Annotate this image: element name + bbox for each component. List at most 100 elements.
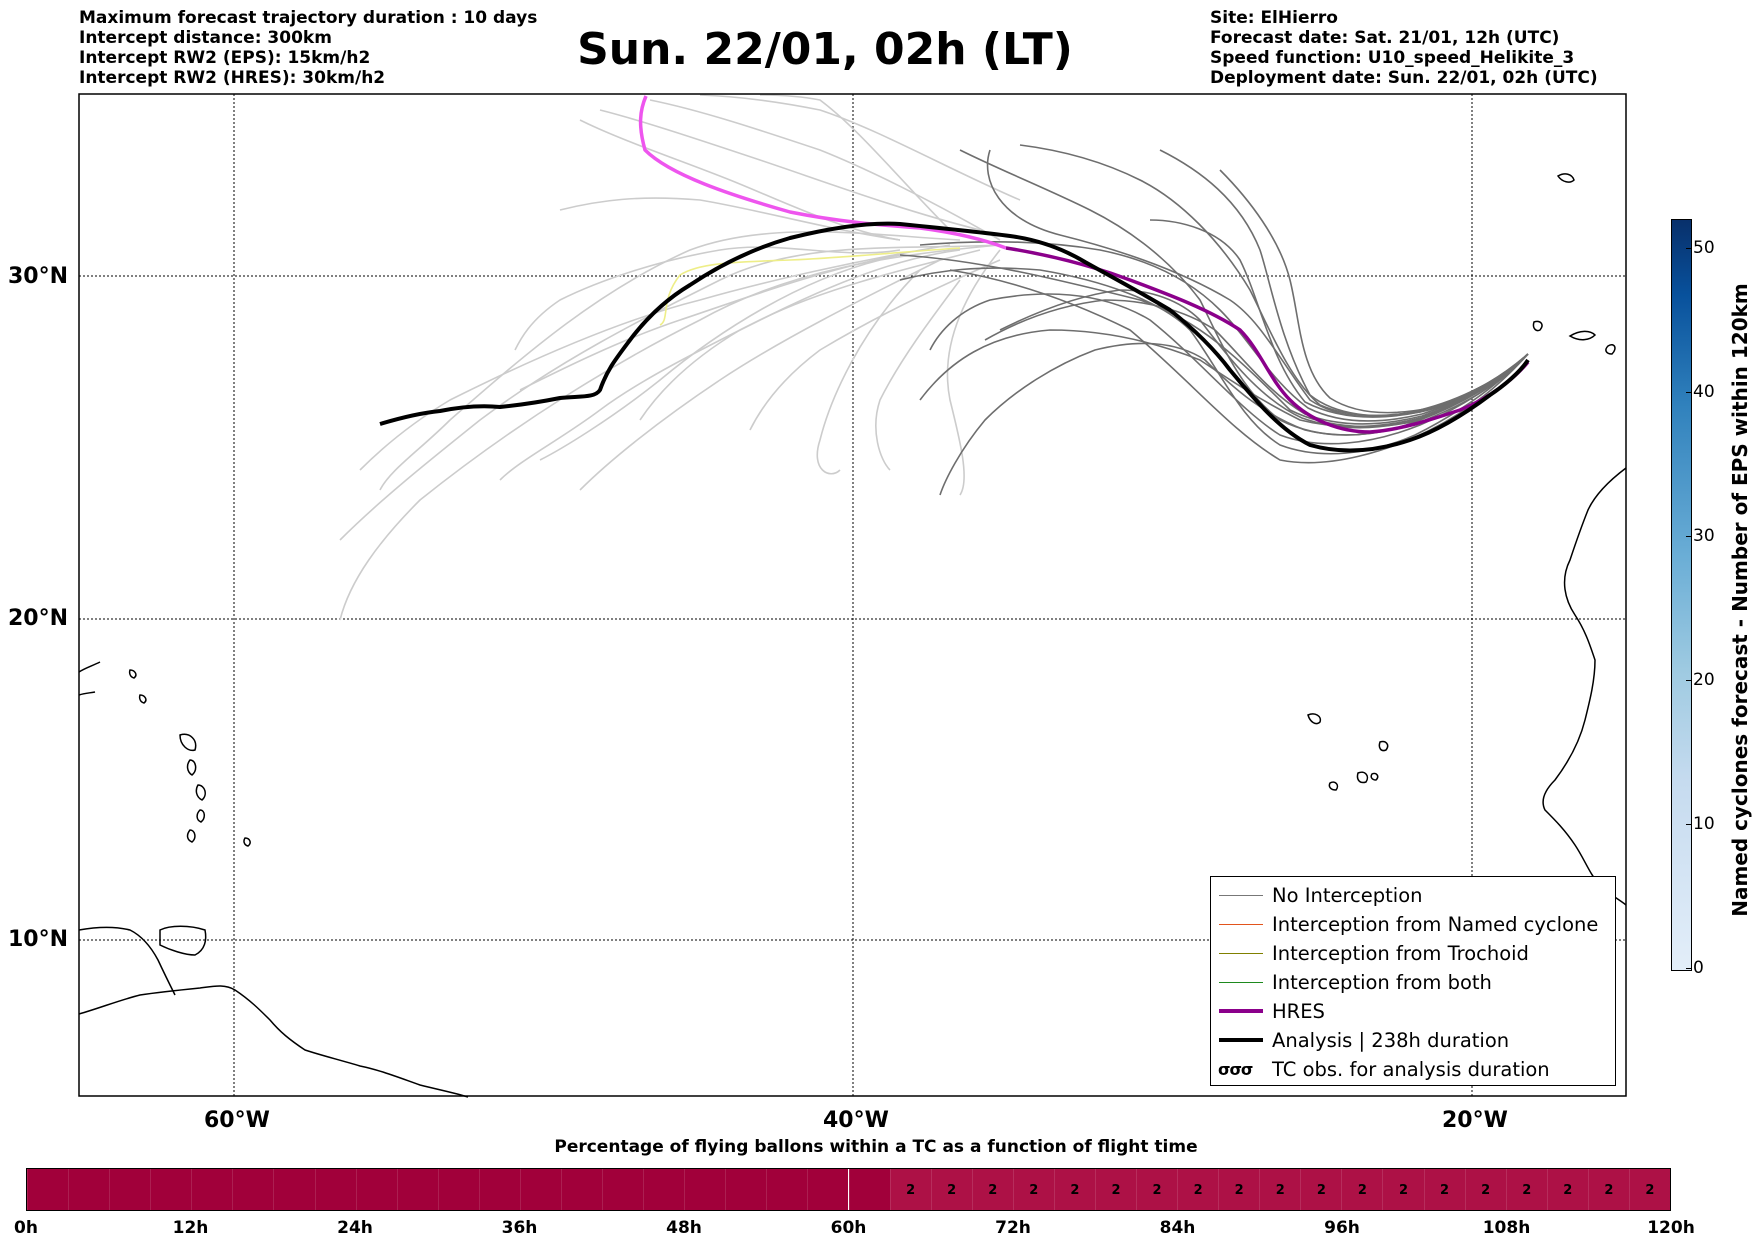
percentage-cell <box>643 1169 685 1210</box>
header-left-line: Intercept distance: 300km <box>79 28 332 48</box>
colorbar-tick-label: 0 <box>1693 958 1704 978</box>
header-right-line: Forecast date: Sat. 21/01, 12h (UTC) <box>1210 28 1560 48</box>
trochoid-trajectory <box>659 247 961 326</box>
legend-label: Interception from Named cyclone <box>1272 913 1599 936</box>
percentage-cell: 2 <box>1587 1169 1629 1210</box>
header-left-line: Intercept RW2 (HRES): 30km/h2 <box>79 68 386 88</box>
percentage-cell: 2 <box>1259 1169 1301 1210</box>
percentage-cell <box>232 1169 274 1210</box>
header-right-line: Speed function: U10_speed_Helikite_3 <box>1210 48 1575 68</box>
percentage-cell <box>273 1169 315 1210</box>
percentage-cell <box>109 1169 151 1210</box>
lon-label-40w: 40°W <box>823 1108 889 1133</box>
legend-row: Analysis | 238h duration <box>1211 1026 1615 1055</box>
percentage-cell <box>725 1169 767 1210</box>
percentage-cell: 2 <box>889 1169 931 1210</box>
time-label: 36h <box>501 1218 538 1238</box>
colorbar-tickmark <box>1686 680 1691 681</box>
page-title: Sun. 22/01, 02h (LT) <box>577 24 1073 75</box>
header-left-line: Intercept RW2 (EPS): 15km/h2 <box>79 48 371 68</box>
coastline-south-america <box>78 985 469 1098</box>
legend-row: Interception from Named cyclone <box>1211 910 1615 939</box>
colorbar <box>1671 219 1692 971</box>
time-label: 12h <box>172 1218 209 1238</box>
eps-trajectory <box>539 259 881 461</box>
percentage-cell <box>478 1169 520 1210</box>
eps-trajectory <box>559 197 901 241</box>
map-gridlines <box>79 94 1626 1096</box>
percentage-cell <box>437 1169 479 1210</box>
lon-label-60w: 60°W <box>204 1108 270 1133</box>
percentage-cell <box>602 1169 644 1210</box>
time-label: 48h <box>666 1218 702 1238</box>
eps-trajectory <box>899 254 1529 428</box>
eps-trajectory <box>359 244 951 471</box>
analysis-trajectory <box>379 221 1530 453</box>
legend-swatch <box>1219 895 1263 896</box>
lat-label-30: 30°N <box>8 264 69 289</box>
percentage-cell: 2 <box>1012 1169 1054 1210</box>
time-label: 24h <box>337 1218 373 1238</box>
eps-trajectory <box>699 94 1021 201</box>
eps-trajectory <box>949 269 1529 464</box>
eps-no-interception-trajectories <box>899 144 1529 496</box>
legend-swatch <box>1219 1038 1263 1042</box>
colorbar-tick-label: 30 <box>1693 526 1715 546</box>
time-label: 60h <box>830 1218 867 1238</box>
colorbar-tickmark <box>1686 248 1691 249</box>
header-right-line: Site: ElHierro <box>1210 8 1338 28</box>
time-label: 0h <box>14 1218 38 1238</box>
eps-trajectory <box>519 254 901 391</box>
time-label: 96h <box>1324 1218 1360 1238</box>
colorbar-tick-label: 10 <box>1693 814 1715 834</box>
header-right-info: Site: ElHierro Forecast date: Sat. 21/01… <box>1210 8 1598 88</box>
eps-trajectory <box>919 240 1529 422</box>
legend-swatch <box>1219 1009 1263 1013</box>
hres-trajectory <box>1005 246 1530 434</box>
percentage-cell: 2 <box>1218 1169 1260 1210</box>
legend-swatch <box>1219 982 1263 983</box>
percentage-cell: 2 <box>930 1169 972 1210</box>
percentage-cell: 2 <box>1505 1169 1547 1210</box>
percentage-cell <box>27 1169 69 1210</box>
percentage-cell <box>519 1169 561 1210</box>
percentage-cell <box>848 1169 890 1210</box>
percentage-cell: 2 <box>971 1169 1013 1210</box>
colorbar-tickmark <box>1686 392 1691 393</box>
percentage-bar-title: Percentage of flying ballons within a TC… <box>554 1137 1198 1157</box>
percentage-cell <box>355 1169 397 1210</box>
legend-swatch <box>1219 924 1263 925</box>
percentage-cell: 2 <box>1382 1169 1424 1210</box>
percentage-cell: 2 <box>1094 1169 1136 1210</box>
coastline-lesser-antilles <box>128 669 251 847</box>
eps-trajectory <box>1159 149 1529 417</box>
percentage-cell: 2 <box>1464 1169 1506 1210</box>
colorbar-tickmark <box>1686 536 1691 537</box>
percentage-cell <box>150 1169 192 1210</box>
coastline-cape-verde <box>1307 713 1389 791</box>
eps-trajectory <box>999 289 1529 429</box>
coastline-madeira <box>1556 173 1575 183</box>
colorbar-label: Named cyclones forecast - Number of EPS … <box>1728 283 1752 917</box>
colorbar-tick-label: 50 <box>1693 238 1715 258</box>
percentage-cell: 2 <box>1546 1169 1588 1210</box>
legend-row: σσσ TC obs. for analysis duration <box>1211 1055 1615 1084</box>
map-frame <box>78 93 1627 1097</box>
colorbar-tick-label: 20 <box>1693 670 1715 690</box>
percentage-cell: 2 <box>1300 1169 1342 1210</box>
eps-trajectory <box>959 149 1529 436</box>
eps-trajectory <box>946 249 1001 496</box>
percentage-cell <box>560 1169 603 1210</box>
lon-label-20w: 20°W <box>1442 1108 1508 1133</box>
legend-row: HRES <box>1211 997 1615 1026</box>
percentage-cell: 2 <box>1177 1169 1219 1210</box>
eps-trajectory <box>599 109 981 231</box>
legend-label: Analysis | 238h duration <box>1272 1029 1510 1052</box>
legend-swatch <box>1219 953 1263 954</box>
eps-trajectory <box>816 269 921 475</box>
percentage-cell <box>68 1169 110 1210</box>
lat-label-20: 20°N <box>8 606 69 631</box>
coastline-caribbean-north <box>78 926 176 996</box>
eps-trajectory <box>749 259 1001 431</box>
